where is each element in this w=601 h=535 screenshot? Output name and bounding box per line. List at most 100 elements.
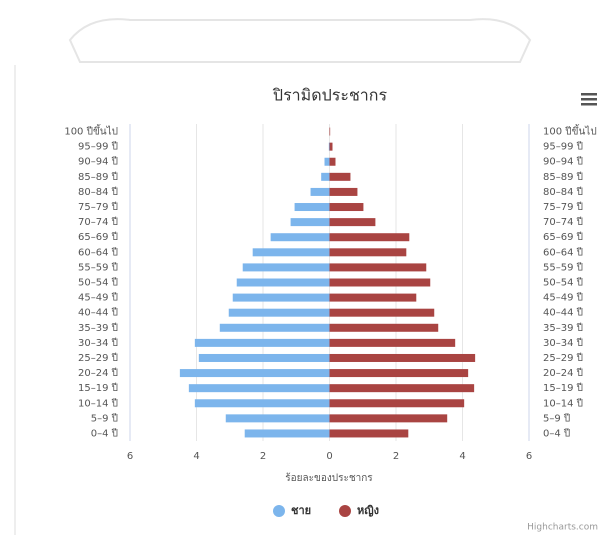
y-tick-label-right: 60–64 ปี	[543, 246, 583, 258]
y-tick-label: 45–49 ปี	[78, 292, 118, 304]
bar	[270, 233, 330, 242]
legend-label[interactable]: หญิง	[357, 504, 379, 517]
bar	[290, 218, 330, 227]
x-axis-title: ร้อยละของประชากร	[285, 472, 373, 484]
y-tick-label: 30–34 ปี	[78, 337, 118, 349]
bar	[225, 414, 330, 423]
y-tick-label-right: 30–34 ปี	[543, 337, 583, 349]
y-tick-label-right: 5–9 ปี	[543, 412, 570, 424]
bar	[329, 157, 336, 166]
y-tick-label-right: 0–4 ปี	[543, 427, 570, 439]
y-tick-label: 55–59 ปี	[78, 261, 118, 273]
y-tick-label: 5–9 ปี	[91, 412, 118, 424]
bar	[310, 187, 330, 196]
y-tick-label: 80–84 ปี	[78, 186, 118, 198]
y-tick-label: 85–89 ปี	[78, 171, 118, 183]
bar	[329, 293, 417, 302]
bar	[329, 187, 358, 196]
y-tick-label-right: 55–59 ปี	[543, 261, 583, 273]
bar	[329, 142, 333, 151]
y-tick-label: 60–64 ปี	[78, 246, 118, 258]
y-tick-label-right: 15–19 ปี	[543, 382, 583, 394]
bar	[188, 384, 330, 393]
y-tick-label-right: 75–79 ปี	[543, 201, 583, 213]
x-tick-label: 2	[260, 451, 266, 462]
legend-marker	[339, 505, 351, 517]
y-tick-label: 20–24 ปี	[78, 367, 118, 379]
y-tick-label-right: 20–24 ปี	[543, 367, 583, 379]
y-tick-label: 75–79 ปี	[78, 201, 118, 213]
bar	[329, 218, 376, 227]
menu-button[interactable]	[581, 93, 597, 106]
bar	[324, 157, 330, 166]
bar	[329, 353, 476, 362]
bar	[198, 353, 330, 362]
bar	[294, 203, 330, 212]
bar	[329, 203, 364, 212]
x-tick-label: 2	[393, 451, 399, 462]
bar	[329, 248, 407, 257]
bar	[329, 338, 456, 347]
y-tick-label: 70–74 ปี	[78, 216, 118, 228]
chart-title: ปิรามิดประชากร	[273, 86, 388, 105]
bar	[242, 263, 330, 272]
y-tick-label: 90–94 ปี	[78, 156, 118, 168]
bar	[329, 429, 409, 438]
y-tick-label-right: 80–84 ปี	[543, 186, 583, 198]
bar	[194, 399, 330, 408]
bar	[329, 308, 435, 317]
y-tick-label-right: 10–14 ปี	[543, 397, 583, 409]
y-tick-label: 50–54 ปี	[78, 277, 118, 289]
y-tick-label: 35–39 ปี	[78, 322, 118, 334]
y-tick-label-right: 90–94 ปี	[543, 156, 583, 168]
bar	[329, 384, 475, 393]
bar	[329, 399, 465, 408]
bar	[252, 248, 330, 257]
y-tick-label: 40–44 ปี	[78, 307, 118, 319]
bar	[321, 172, 330, 181]
y-tick-label: 0–4 ปี	[91, 427, 118, 439]
x-tick-label: 6	[127, 451, 133, 462]
bar	[228, 308, 330, 317]
bar	[329, 127, 331, 136]
bar	[329, 278, 431, 287]
watermark	[68, 18, 532, 63]
y-tick-label-right: 65–69 ปี	[543, 231, 583, 243]
y-tick-label-right: 70–74 ปี	[543, 216, 583, 228]
x-tick-label: 6	[526, 451, 532, 462]
legend-marker	[273, 505, 285, 517]
bar	[329, 263, 427, 272]
y-tick-label-right: 85–89 ปี	[543, 171, 583, 183]
bar	[329, 369, 469, 378]
bar	[244, 429, 330, 438]
bar	[329, 233, 410, 242]
bar	[179, 369, 330, 378]
y-tick-label-right: 40–44 ปี	[543, 307, 583, 319]
y-tick-label-right: 25–29 ปี	[543, 352, 583, 364]
bar	[236, 278, 330, 287]
bar	[328, 142, 330, 151]
legend-label[interactable]: ชาย	[291, 504, 311, 517]
x-tick-label: 4	[459, 451, 465, 462]
y-tick-label: 10–14 ปี	[78, 397, 118, 409]
bar	[329, 323, 439, 332]
y-tick-label-right: 45–49 ปี	[543, 292, 583, 304]
bar	[232, 293, 330, 302]
y-tick-label-right: 35–39 ปี	[543, 322, 583, 334]
y-tick-label-right: 95–99 ปี	[543, 141, 583, 153]
y-tick-label: 100 ปีขึ้นไป	[64, 124, 118, 138]
x-tick-label: 0	[326, 451, 332, 462]
bar	[194, 338, 330, 347]
y-tick-label-right: 100 ปีขึ้นไป	[543, 124, 597, 138]
y-tick-label: 95–99 ปี	[78, 141, 118, 153]
y-tick-label-right: 50–54 ปี	[543, 277, 583, 289]
y-tick-label: 15–19 ปี	[78, 382, 118, 394]
bar	[329, 172, 351, 181]
y-tick-label: 25–29 ปี	[78, 352, 118, 364]
x-tick-label: 4	[193, 451, 199, 462]
credit[interactable]: Highcharts.com	[527, 523, 598, 533]
bar	[219, 323, 330, 332]
y-tick-label: 65–69 ปี	[78, 231, 118, 243]
bar	[329, 414, 448, 423]
